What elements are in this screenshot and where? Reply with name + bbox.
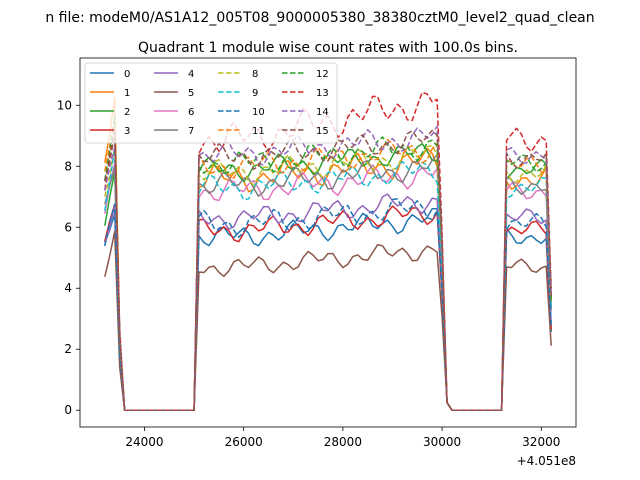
series-line-12 xyxy=(104,114,552,411)
legend-label: 10 xyxy=(252,107,265,118)
legend-label: 6 xyxy=(188,107,194,118)
legend-label: 13 xyxy=(316,88,329,99)
x-tick-label: 32000 xyxy=(522,435,560,449)
y-axis: 0 2 4 6 8 10 xyxy=(57,98,80,417)
axes-frame xyxy=(79,57,577,428)
y-tick-label: 10 xyxy=(57,98,72,112)
legend-label: 5 xyxy=(188,88,194,99)
suptitle: n file: modeM0/AS1A12_005T08_9000005380_… xyxy=(45,10,594,26)
x-axis: 24000 26000 28000 30000 32000 xyxy=(125,427,560,449)
x-tick-label: 26000 xyxy=(225,435,263,449)
legend-label: 15 xyxy=(316,126,329,137)
chart-title: Quadrant 1 module wise count rates with … xyxy=(138,40,518,56)
legend-frame xyxy=(84,62,338,144)
y-tick-label: 8 xyxy=(64,159,72,173)
y-tick-label: 2 xyxy=(64,342,72,356)
y-tick-label: 0 xyxy=(64,403,72,417)
legend-label: 7 xyxy=(188,126,194,137)
legend-label: 2 xyxy=(124,107,130,118)
y-tick-label: 4 xyxy=(64,281,72,295)
legend-label: 14 xyxy=(316,107,329,118)
x-tick-label: 28000 xyxy=(324,435,362,449)
legend-label: 8 xyxy=(252,69,258,80)
legend-label: 11 xyxy=(252,126,265,137)
x-tick-label: 30000 xyxy=(423,435,461,449)
x-offset-label: +4.051e8 xyxy=(517,454,576,468)
legend-label: 12 xyxy=(316,69,329,80)
x-tick-label: 24000 xyxy=(125,435,163,449)
legend-label: 0 xyxy=(124,69,130,80)
legend-label: 1 xyxy=(124,88,130,99)
legend-label: 3 xyxy=(124,126,130,137)
legend-label: 9 xyxy=(252,88,258,99)
legend-label: 4 xyxy=(188,69,194,80)
y-tick-label: 6 xyxy=(64,220,72,234)
series-line-15 xyxy=(104,129,552,411)
